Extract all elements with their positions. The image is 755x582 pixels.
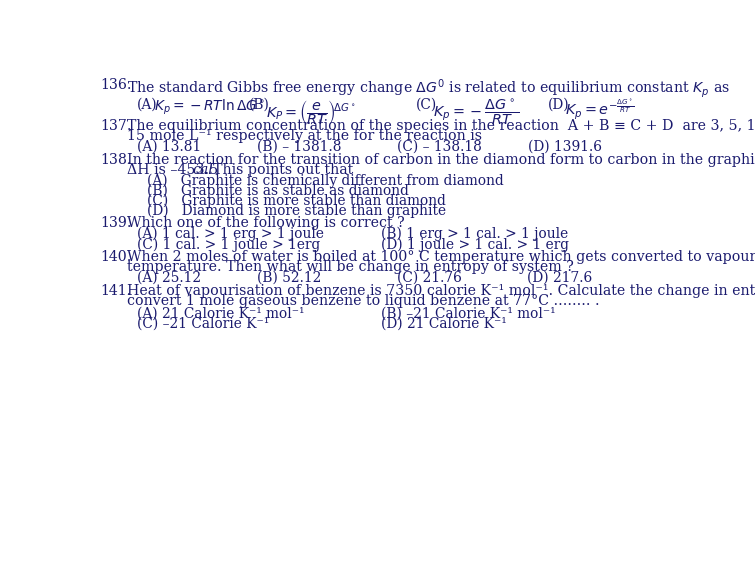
Text: 15 mole L⁻¹ respectively at the for the reaction is: 15 mole L⁻¹ respectively at the for the …	[127, 129, 482, 143]
Text: (C) –21 Calorie K⁻¹: (C) –21 Calorie K⁻¹	[137, 317, 270, 331]
Text: (B) –21 Calorie K⁻¹ mol⁻¹: (B) –21 Calorie K⁻¹ mol⁻¹	[381, 306, 556, 320]
Text: $K_p = -\dfrac{\Delta G^\circ}{RT}$: $K_p = -\dfrac{\Delta G^\circ}{RT}$	[433, 98, 519, 126]
Text: (C) 1 cal. > 1 joule > 1erg: (C) 1 cal. > 1 joule > 1erg	[137, 237, 320, 252]
Text: $K_p = e^{-\frac{\Delta G^\circ}{RT}}$: $K_p = e^{-\frac{\Delta G^\circ}{RT}}$	[565, 98, 634, 122]
Text: $K_P = \left(\dfrac{e}{RT}\right)^{\!\Delta G^\circ}$: $K_P = \left(\dfrac{e}{RT}\right)^{\!\De…	[267, 98, 356, 126]
Text: (A) 1 cal. > 1 erg > 1 joule: (A) 1 cal. > 1 erg > 1 joule	[137, 227, 324, 242]
Text: cal: cal	[192, 163, 213, 177]
Text: The equilibrium concentration of the species in the reaction  A + B ≡ C + D  are: The equilibrium concentration of the spe…	[127, 119, 755, 133]
Text: (A) 25.12: (A) 25.12	[137, 271, 201, 285]
Text: Heat of vapourisation of benzene is 7350 calorie K⁻¹ mol⁻¹. Calculate the change: Heat of vapourisation of benzene is 7350…	[127, 284, 755, 298]
Text: Which one of the following is correct ?: Which one of the following is correct ?	[127, 216, 405, 230]
Text: ΔH is –453.5: ΔH is –453.5	[127, 163, 223, 177]
Text: In the reaction for the transition of carbon in the diamond form to carbon in th: In the reaction for the transition of ca…	[127, 153, 755, 167]
Text: 139.: 139.	[100, 216, 132, 230]
Text: (D) 1 joule > 1 cal. > 1 erg: (D) 1 joule > 1 cal. > 1 erg	[381, 237, 569, 252]
Text: (C): (C)	[416, 98, 437, 112]
Text: (B) 52.12: (B) 52.12	[257, 271, 322, 285]
Text: 141.: 141.	[100, 284, 132, 298]
Text: (D) 1391.6: (D) 1391.6	[528, 140, 602, 154]
Text: . This points out that: . This points out that	[205, 163, 353, 177]
Text: (C)   Graphite is more stable than diamond: (C) Graphite is more stable than diamond	[147, 194, 446, 208]
Text: (B) 1 erg > 1 cal. > 1 joule: (B) 1 erg > 1 cal. > 1 joule	[381, 227, 569, 242]
Text: When 2 moles of water is boiled at 100° C temperature which gets converted to va: When 2 moles of water is boiled at 100° …	[127, 250, 755, 264]
Text: (B)   Graphite is as stable as diamond: (B) Graphite is as stable as diamond	[147, 184, 409, 198]
Text: (D) 21 Calorie K⁻¹: (D) 21 Calorie K⁻¹	[381, 317, 507, 331]
Text: 138.: 138.	[100, 153, 132, 167]
Text: (B) – 1381.8: (B) – 1381.8	[257, 140, 341, 154]
Text: $K_p = -RT\ln\Delta G^\circ$: $K_p = -RT\ln\Delta G^\circ$	[154, 98, 266, 117]
Text: temperature. Then what will be change in entropy of system ?: temperature. Then what will be change in…	[127, 260, 574, 274]
Text: 137.: 137.	[100, 119, 132, 133]
Text: 136.: 136.	[100, 77, 132, 91]
Text: (D)   Diamond is more stable than graphite: (D) Diamond is more stable than graphite	[147, 204, 446, 218]
Text: (A) 21 Calorie K⁻¹ mol⁻¹: (A) 21 Calorie K⁻¹ mol⁻¹	[137, 306, 304, 320]
Text: (D): (D)	[547, 98, 569, 112]
Text: (D) 217.6: (D) 217.6	[527, 271, 592, 285]
Text: 140.: 140.	[100, 250, 132, 264]
Text: (A) 13.81: (A) 13.81	[137, 140, 202, 154]
Text: The standard Gibbs free energy change $\Delta G^0$ is related to equilibrium con: The standard Gibbs free energy change $\…	[127, 77, 730, 101]
Text: (A)   Graphite is chemically different from diamond: (A) Graphite is chemically different fro…	[147, 174, 504, 188]
Text: (A): (A)	[137, 98, 158, 112]
Text: (C) 21.76: (C) 21.76	[396, 271, 461, 285]
Text: convert 1 mole gaseous benzene to liquid benzene at 77°C ........ .: convert 1 mole gaseous benzene to liquid…	[127, 294, 599, 308]
Text: (C) – 138.18: (C) – 138.18	[396, 140, 482, 154]
Text: (B): (B)	[249, 98, 270, 112]
